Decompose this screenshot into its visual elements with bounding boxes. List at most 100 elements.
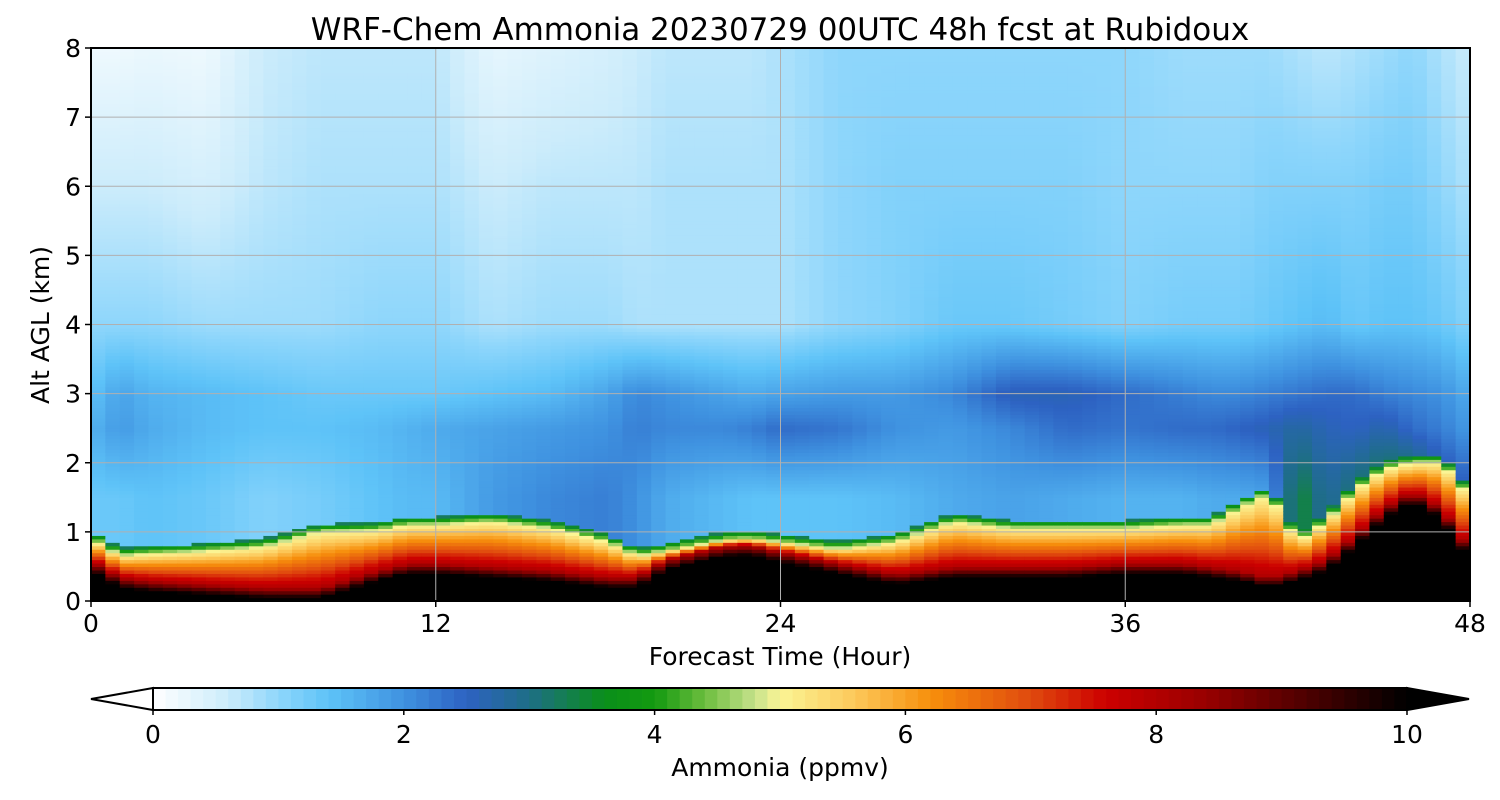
field-cell: [263, 206, 279, 212]
field-cell: [335, 355, 351, 360]
field-cell: [205, 120, 221, 125]
field-cell: [263, 134, 279, 139]
field-cell: [205, 148, 221, 153]
field-cell: [407, 452, 422, 457]
field-cell: [119, 390, 135, 395]
field-cell: [234, 307, 250, 312]
field-cell: [306, 518, 322, 523]
field-cell: [392, 383, 408, 388]
field-cell: [507, 365, 523, 371]
field-cell: [435, 196, 451, 201]
field-cell: [277, 141, 293, 146]
field-cell: [205, 220, 221, 225]
field-cell: [134, 500, 150, 505]
field-cell: [536, 573, 552, 578]
field-cell: [378, 511, 394, 516]
field-cell: [134, 542, 150, 547]
field-cell: [177, 241, 193, 246]
field-cell: [363, 179, 379, 184]
field-cell: [421, 82, 437, 87]
field-cell: [205, 393, 221, 398]
field-cell: [349, 72, 365, 77]
field-cell: [493, 65, 509, 70]
field-cell: [464, 359, 480, 364]
field-cell: [493, 200, 509, 205]
field-cell: [349, 307, 365, 312]
field-cell: [220, 362, 236, 367]
field-cell: [507, 580, 523, 585]
field-cell: [335, 203, 351, 208]
field-cell: [478, 372, 494, 377]
field-cell: [335, 51, 351, 56]
field-cell: [263, 587, 279, 592]
field-cell: [363, 480, 379, 485]
field-cell: [335, 200, 351, 205]
field-cell: [191, 386, 207, 391]
field-cell: [191, 227, 207, 232]
field-cell: [292, 124, 308, 129]
field-cell: [478, 428, 494, 433]
field-cell: [320, 245, 336, 250]
field-cell: [91, 334, 106, 339]
field-cell: [205, 490, 221, 495]
field-cell: [521, 127, 537, 132]
field-cell: [363, 134, 379, 139]
field-cell: [392, 314, 408, 319]
field-cell: [105, 48, 121, 53]
field-cell: [421, 283, 437, 288]
field-cell: [478, 231, 494, 236]
field-cell: [220, 511, 236, 516]
field-cell: [134, 165, 150, 170]
field-cell: [335, 283, 351, 288]
field-cell: [521, 455, 537, 460]
field-cell: [335, 345, 351, 350]
field-cell: [119, 403, 135, 409]
field-cell: [148, 151, 164, 156]
field-cell: [306, 265, 322, 270]
field-cell: [407, 296, 422, 301]
field-cell: [363, 466, 379, 471]
field-cell: [148, 203, 164, 208]
field-cell: [320, 341, 336, 346]
field-cell: [292, 524, 308, 530]
field-cell: [521, 65, 537, 70]
field-cell: [320, 276, 336, 281]
field-cell: [292, 172, 308, 177]
field-cell: [162, 390, 178, 395]
field-cell: [363, 372, 379, 377]
field-cell: [249, 542, 264, 547]
field-cell: [191, 283, 207, 288]
field-cell: [507, 113, 523, 118]
field-cell: [363, 286, 379, 291]
field-cell: [464, 442, 480, 447]
field-cell: [220, 514, 236, 519]
field-cell: [320, 431, 336, 436]
field-cell: [105, 58, 121, 63]
field-cell: [493, 196, 509, 201]
field-cell: [234, 110, 250, 115]
field-cell: [378, 61, 394, 66]
field-cell: [320, 397, 336, 402]
field-cell: [335, 186, 351, 191]
field-cell: [148, 314, 164, 319]
field-cell: [521, 227, 537, 232]
field-cell: [234, 576, 250, 581]
field-cell: [507, 359, 523, 364]
field-cell: [292, 397, 308, 402]
field-cell: [363, 82, 379, 87]
field-cell: [220, 151, 236, 156]
field-cell: [119, 241, 135, 246]
field-cell: [105, 514, 121, 519]
field-cell: [349, 48, 365, 53]
field-cell: [392, 206, 408, 212]
field-cell: [521, 310, 537, 315]
field-cell: [407, 193, 422, 198]
field-cell: [464, 455, 480, 460]
field-cell: [392, 507, 408, 512]
field-cell: [407, 459, 422, 464]
field-cell: [363, 483, 379, 488]
field-cell: [421, 148, 437, 153]
field-cell: [306, 452, 322, 457]
field-cell: [292, 518, 308, 523]
field-cell: [478, 552, 494, 557]
